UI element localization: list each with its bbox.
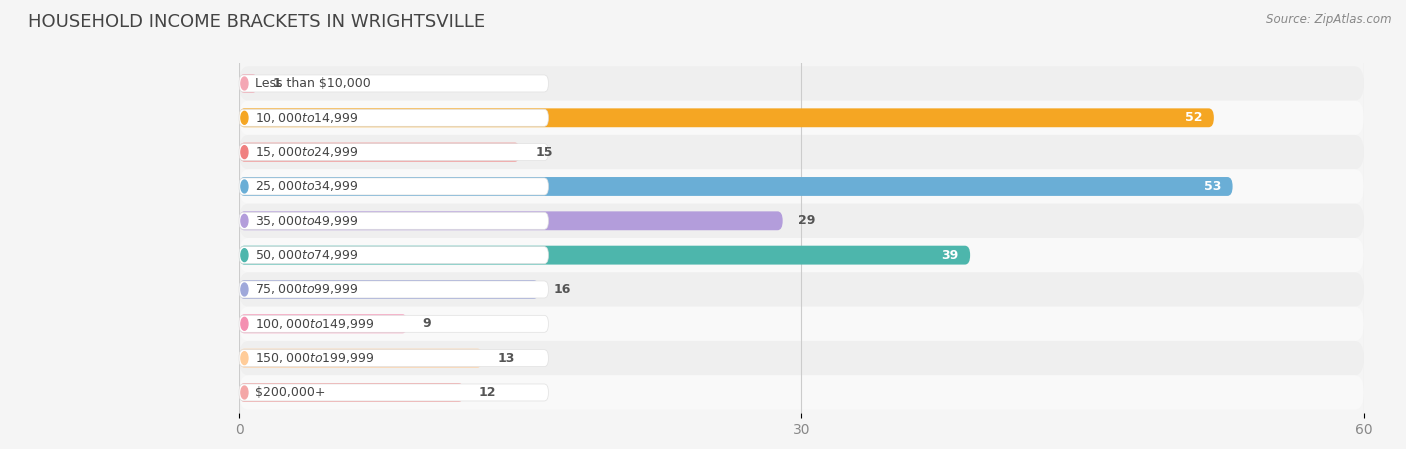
Text: 39: 39 — [942, 249, 959, 262]
Text: 53: 53 — [1204, 180, 1222, 193]
Circle shape — [240, 386, 247, 399]
FancyBboxPatch shape — [239, 178, 548, 195]
Circle shape — [240, 249, 247, 262]
Text: 9: 9 — [423, 317, 432, 330]
Circle shape — [240, 111, 247, 124]
Circle shape — [240, 214, 247, 227]
FancyBboxPatch shape — [239, 246, 970, 264]
Text: $10,000 to $14,999: $10,000 to $14,999 — [256, 111, 359, 125]
Circle shape — [240, 77, 247, 90]
Text: Less than $10,000: Less than $10,000 — [256, 77, 371, 90]
FancyBboxPatch shape — [239, 144, 548, 161]
FancyBboxPatch shape — [239, 281, 548, 298]
Text: $100,000 to $149,999: $100,000 to $149,999 — [256, 317, 375, 331]
Text: 12: 12 — [479, 386, 496, 399]
FancyBboxPatch shape — [239, 314, 408, 333]
FancyBboxPatch shape — [239, 280, 538, 299]
FancyBboxPatch shape — [239, 75, 548, 92]
FancyBboxPatch shape — [239, 109, 548, 126]
Text: 16: 16 — [554, 283, 571, 296]
FancyBboxPatch shape — [239, 350, 548, 367]
Text: $50,000 to $74,999: $50,000 to $74,999 — [256, 248, 359, 262]
FancyBboxPatch shape — [239, 74, 257, 93]
FancyBboxPatch shape — [239, 204, 1364, 238]
FancyBboxPatch shape — [239, 307, 1364, 341]
FancyBboxPatch shape — [239, 349, 482, 368]
Text: 29: 29 — [797, 214, 815, 227]
FancyBboxPatch shape — [239, 135, 1364, 169]
FancyBboxPatch shape — [239, 272, 1364, 307]
FancyBboxPatch shape — [239, 384, 548, 401]
FancyBboxPatch shape — [239, 66, 1364, 101]
Text: $75,000 to $99,999: $75,000 to $99,999 — [256, 282, 359, 296]
FancyBboxPatch shape — [239, 169, 1364, 204]
Text: $200,000+: $200,000+ — [256, 386, 326, 399]
Text: Source: ZipAtlas.com: Source: ZipAtlas.com — [1267, 13, 1392, 26]
Text: $25,000 to $34,999: $25,000 to $34,999 — [256, 180, 359, 194]
Text: $15,000 to $24,999: $15,000 to $24,999 — [256, 145, 359, 159]
Text: $35,000 to $49,999: $35,000 to $49,999 — [256, 214, 359, 228]
Circle shape — [240, 145, 247, 158]
Text: 13: 13 — [498, 352, 515, 365]
Text: HOUSEHOLD INCOME BRACKETS IN WRIGHTSVILLE: HOUSEHOLD INCOME BRACKETS IN WRIGHTSVILL… — [28, 13, 485, 31]
FancyBboxPatch shape — [239, 238, 1364, 272]
FancyBboxPatch shape — [239, 101, 1364, 135]
FancyBboxPatch shape — [239, 341, 1364, 375]
Text: 52: 52 — [1185, 111, 1202, 124]
FancyBboxPatch shape — [239, 177, 1233, 196]
Circle shape — [240, 283, 247, 296]
FancyBboxPatch shape — [239, 143, 520, 162]
FancyBboxPatch shape — [239, 315, 548, 332]
FancyBboxPatch shape — [239, 383, 464, 402]
FancyBboxPatch shape — [239, 211, 783, 230]
FancyBboxPatch shape — [239, 212, 548, 229]
Text: 1: 1 — [273, 77, 281, 90]
Text: 15: 15 — [536, 145, 553, 158]
Circle shape — [240, 180, 247, 193]
Circle shape — [240, 317, 247, 330]
FancyBboxPatch shape — [239, 108, 1213, 127]
FancyBboxPatch shape — [239, 375, 1364, 409]
FancyBboxPatch shape — [239, 247, 548, 264]
Text: $150,000 to $199,999: $150,000 to $199,999 — [256, 351, 375, 365]
Circle shape — [240, 352, 247, 365]
